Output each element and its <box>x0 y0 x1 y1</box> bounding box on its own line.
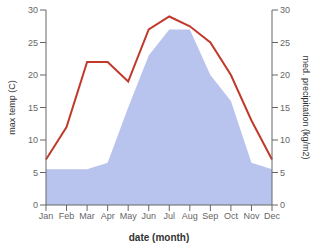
svg-text:30: 30 <box>280 5 290 15</box>
svg-text:Nov: Nov <box>243 211 260 221</box>
svg-text:15: 15 <box>28 103 38 113</box>
svg-text:Jul: Jul <box>164 211 176 221</box>
svg-text:date (month): date (month) <box>129 232 190 243</box>
svg-text:Sep: Sep <box>202 211 218 221</box>
svg-text:Feb: Feb <box>59 211 75 221</box>
svg-text:10: 10 <box>28 135 38 145</box>
svg-text:20: 20 <box>280 70 290 80</box>
svg-text:med. precipitation (kg/m2): med. precipitation (kg/m2) <box>301 55 310 159</box>
svg-text:0: 0 <box>33 200 38 210</box>
svg-text:Mar: Mar <box>79 211 95 221</box>
svg-text:10: 10 <box>280 135 290 145</box>
svg-text:Jan: Jan <box>39 211 54 221</box>
svg-text:30: 30 <box>28 5 38 15</box>
svg-text:25: 25 <box>280 38 290 48</box>
svg-text:0: 0 <box>280 200 285 210</box>
svg-text:5: 5 <box>33 168 38 178</box>
svg-text:Dec: Dec <box>264 211 281 221</box>
svg-text:15: 15 <box>280 103 290 113</box>
svg-text:20: 20 <box>28 70 38 80</box>
svg-text:Jun: Jun <box>141 211 156 221</box>
svg-text:max temp (C): max temp (C) <box>8 80 17 135</box>
svg-text:5: 5 <box>280 168 285 178</box>
svg-text:May: May <box>120 211 138 221</box>
svg-text:Oct: Oct <box>224 211 239 221</box>
svg-text:Aug: Aug <box>182 211 198 221</box>
svg-text:25: 25 <box>28 38 38 48</box>
svg-text:Apr: Apr <box>101 211 115 221</box>
